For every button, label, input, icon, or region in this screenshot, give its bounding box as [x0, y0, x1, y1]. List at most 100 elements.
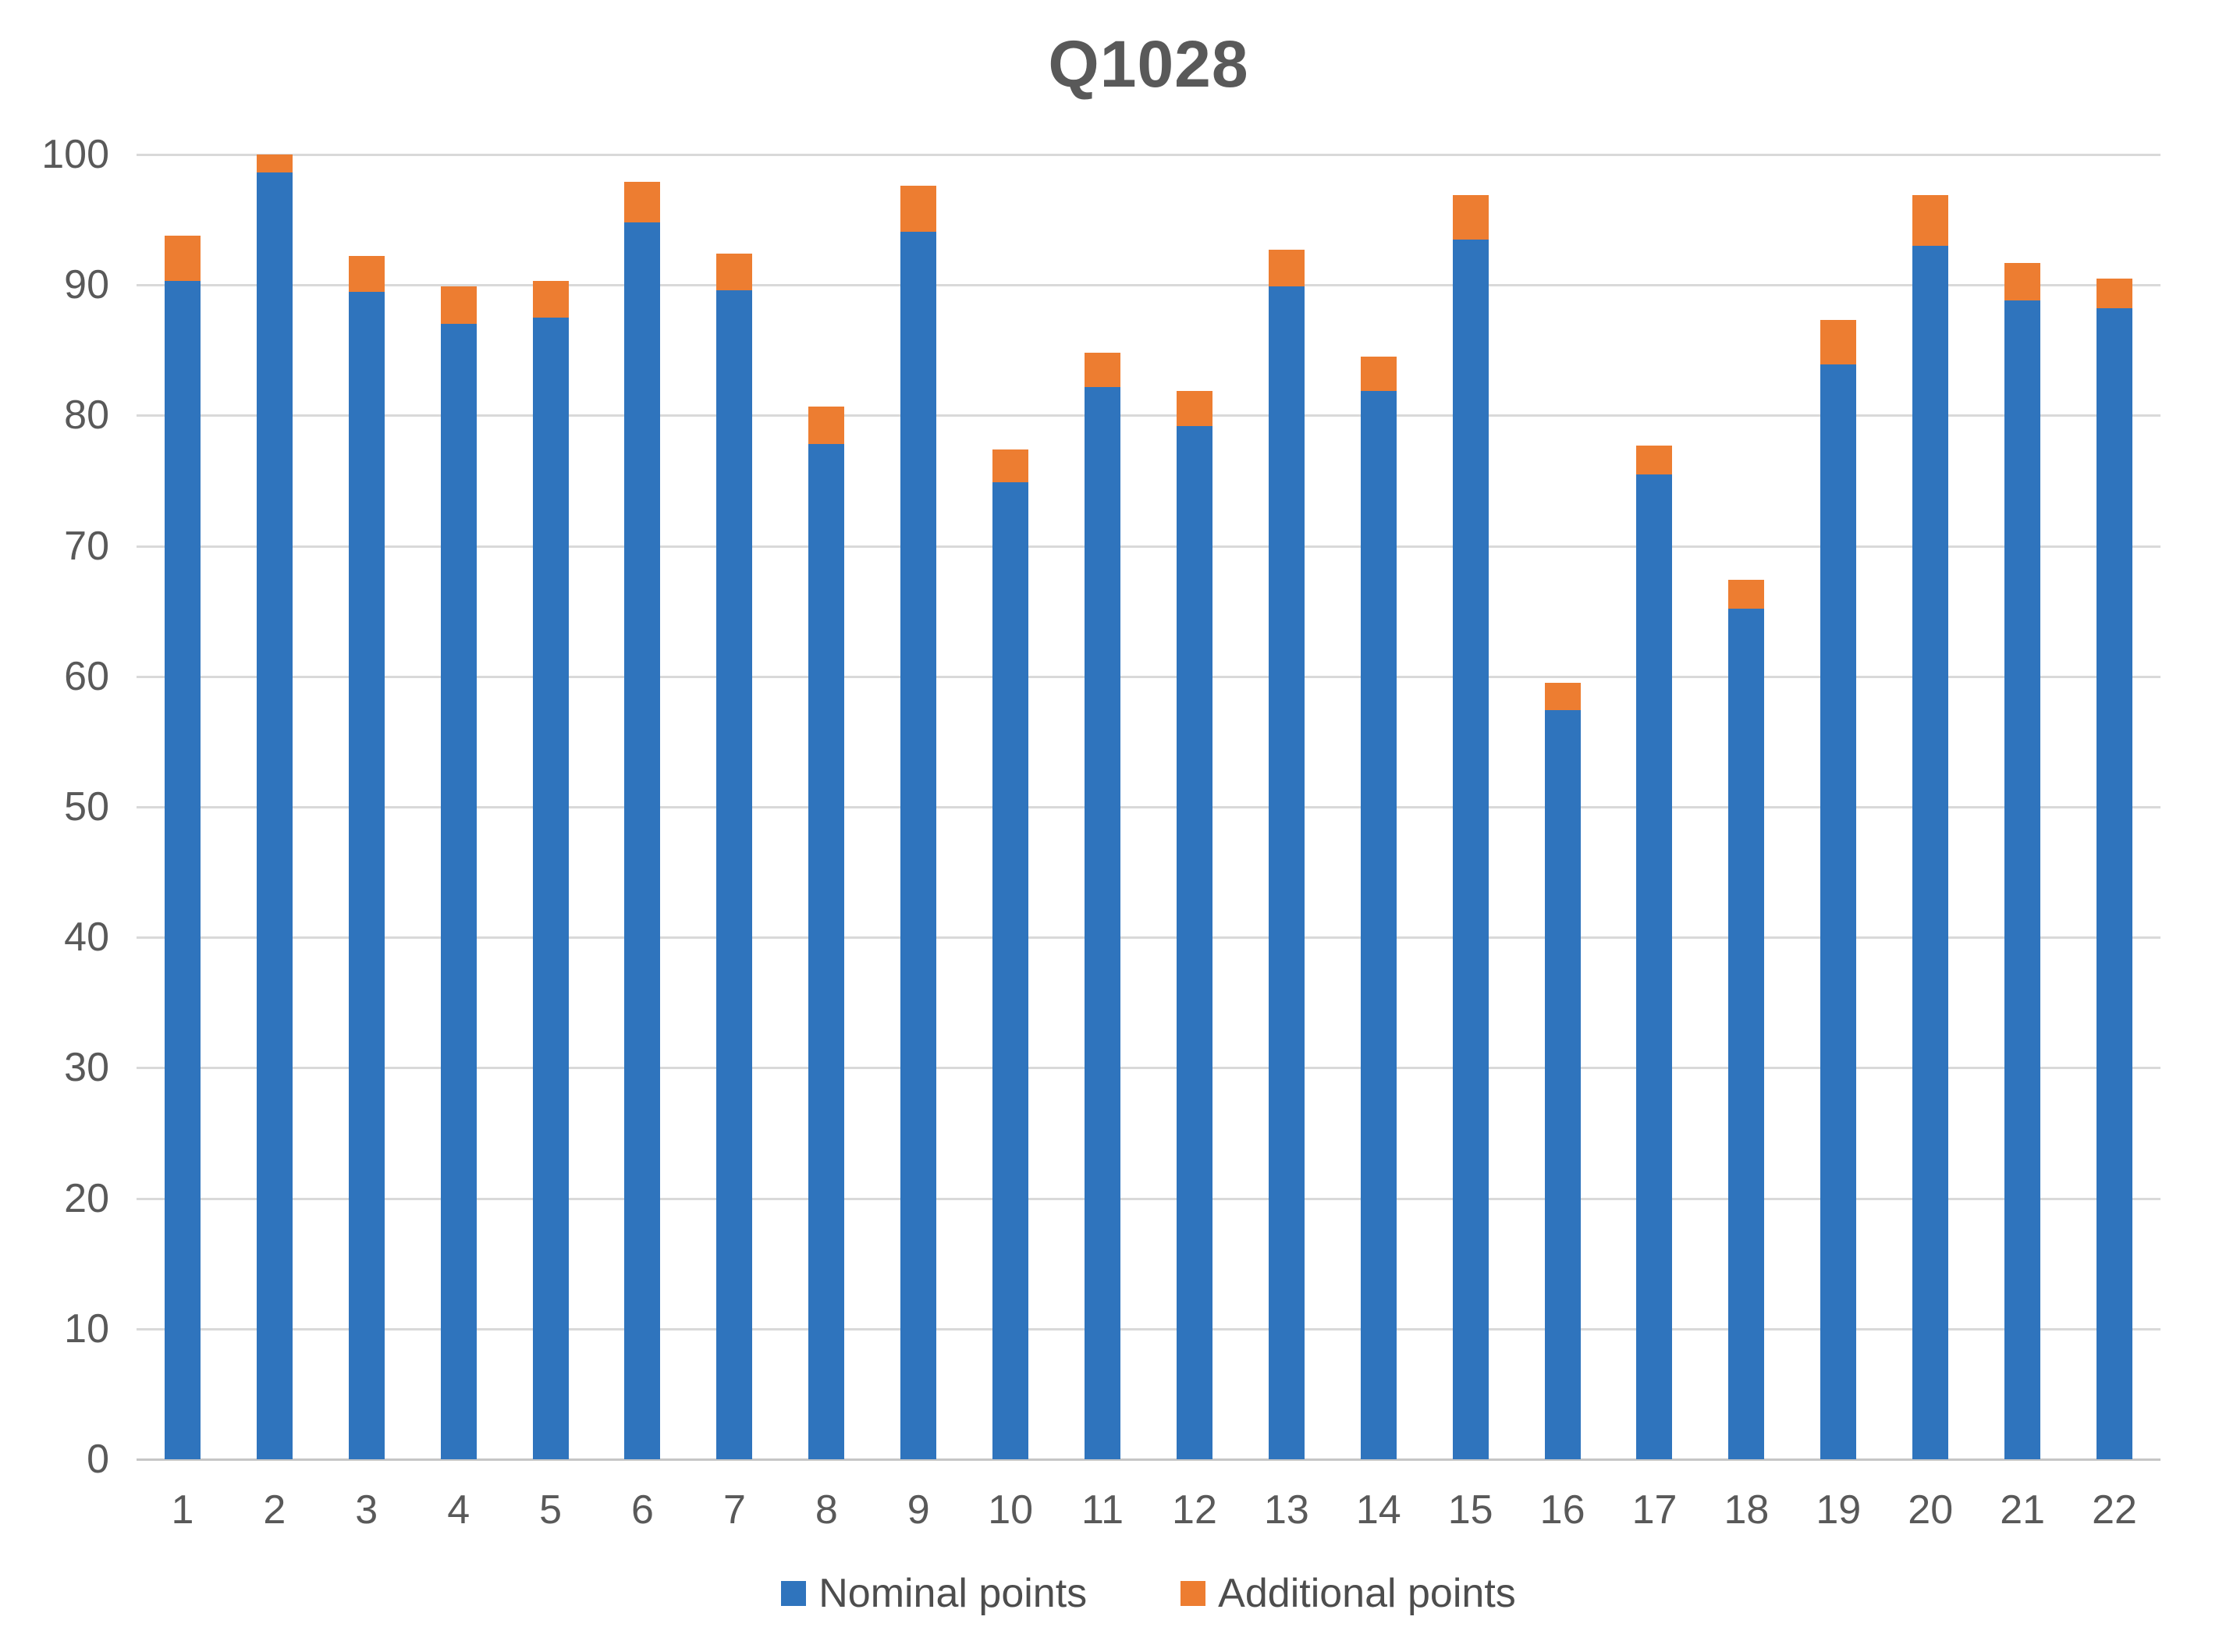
y-tick-label-30: 30 — [64, 1045, 109, 1091]
bar-segment-additional-11 — [1085, 353, 1121, 387]
nominal-points-swatch-icon — [781, 1581, 807, 1606]
y-tick-label-50: 50 — [64, 784, 109, 830]
bar-segment-nominal-6 — [624, 222, 661, 1459]
x-tick-label-1: 1 — [171, 1487, 194, 1533]
x-tick-label-21: 21 — [2000, 1487, 2046, 1533]
x-tick-label-11: 11 — [1081, 1487, 1124, 1533]
additional-points-swatch-icon — [1181, 1581, 1206, 1606]
y-tick-label-0: 0 — [87, 1437, 109, 1482]
bar-segment-additional-18 — [1728, 580, 1765, 609]
bar-group-20 — [1884, 155, 1976, 1459]
bar-group-15 — [1425, 155, 1517, 1459]
bar-segment-additional-3 — [348, 256, 385, 292]
x-tick-label-19: 19 — [1816, 1487, 1862, 1533]
x-tick-label-15: 15 — [1447, 1487, 1493, 1533]
bar-segment-additional-15 — [1452, 194, 1489, 240]
bar-group-11 — [1056, 155, 1149, 1459]
y-tick-label-80: 80 — [64, 393, 109, 439]
bar-segment-nominal-11 — [1085, 386, 1121, 1459]
bar-segment-nominal-22 — [2097, 308, 2133, 1459]
gridline-10 — [137, 1327, 2160, 1330]
x-tick-label-12: 12 — [1172, 1487, 1217, 1533]
bar-segment-nominal-3 — [348, 291, 385, 1459]
bar-segment-nominal-20 — [1912, 246, 1949, 1459]
gridline-90 — [137, 284, 2160, 287]
bar-segment-additional-16 — [1544, 683, 1581, 711]
x-tick-label-9: 9 — [907, 1487, 930, 1533]
gridline-70 — [137, 545, 2160, 548]
bar-group-4 — [413, 155, 505, 1459]
legend: Nominal points Additional points — [137, 1570, 2160, 1617]
y-tick-label-10: 10 — [64, 1306, 109, 1352]
bar-segment-additional-7 — [716, 254, 753, 290]
chart-title: Q1028 — [1048, 27, 1249, 101]
bar-group-16 — [1517, 155, 1609, 1459]
x-tick-label-20: 20 — [1908, 1487, 1954, 1533]
x-tick-label-18: 18 — [1724, 1487, 1770, 1533]
bar-segment-nominal-2 — [256, 172, 293, 1459]
y-tick-label-60: 60 — [64, 653, 109, 699]
legend-label-additional: Additional points — [1218, 1571, 1516, 1616]
bar-segment-additional-6 — [624, 182, 661, 222]
bar-group-21 — [1976, 155, 2068, 1459]
bar-group-7 — [688, 155, 780, 1459]
bar-segment-additional-17 — [1636, 445, 1673, 474]
x-tick-label-13: 13 — [1263, 1487, 1309, 1533]
bar-segment-nominal-13 — [1268, 286, 1305, 1459]
legend-label-nominal: Nominal points — [818, 1571, 1088, 1616]
gridline-80 — [137, 414, 2160, 417]
bar-group-1 — [137, 155, 229, 1459]
bar-segment-nominal-8 — [808, 444, 845, 1459]
bar-segment-nominal-21 — [2004, 300, 2041, 1459]
bar-segment-additional-1 — [164, 235, 201, 282]
bar-segment-nominal-18 — [1728, 608, 1765, 1459]
y-tick-label-20: 20 — [64, 1175, 109, 1221]
x-tick-label-6: 6 — [631, 1487, 654, 1533]
x-tick-label-2: 2 — [263, 1487, 286, 1533]
x-tick-label-5: 5 — [539, 1487, 563, 1533]
gridline-0 — [137, 1458, 2160, 1461]
gridline-40 — [137, 936, 2160, 940]
x-tick-label-17: 17 — [1631, 1487, 1678, 1533]
bar-group-5 — [505, 155, 597, 1459]
bar-segment-additional-10 — [992, 449, 1029, 482]
bar-segment-nominal-4 — [440, 324, 477, 1459]
x-tick-label-22: 22 — [2092, 1487, 2137, 1533]
bar-group-22 — [2068, 155, 2160, 1459]
bar-group-3 — [321, 155, 413, 1459]
x-tick-label-10: 10 — [988, 1487, 1034, 1533]
bar-segment-additional-20 — [1912, 194, 1949, 247]
bar-segment-nominal-9 — [900, 231, 937, 1459]
bar-segment-additional-9 — [900, 186, 937, 232]
bar-segment-nominal-14 — [1360, 390, 1397, 1459]
gridline-20 — [137, 1197, 2160, 1200]
bar-segment-nominal-19 — [1820, 364, 1857, 1459]
bar-group-6 — [597, 155, 689, 1459]
bar-segment-nominal-1 — [164, 281, 201, 1459]
x-tick-label-16: 16 — [1539, 1487, 1585, 1533]
y-tick-label-90: 90 — [64, 262, 109, 308]
bar-group-8 — [780, 155, 872, 1459]
bar-segment-additional-12 — [1176, 390, 1212, 426]
bar-segment-additional-19 — [1820, 320, 1857, 365]
bar-group-19 — [1792, 155, 1884, 1459]
legend-item-additional: Additional points — [1181, 1570, 1516, 1617]
x-tick-label-8: 8 — [815, 1487, 838, 1533]
bar-segment-additional-2 — [256, 155, 293, 173]
bar-segment-additional-21 — [2004, 262, 2041, 301]
y-tick-label-100: 100 — [41, 132, 109, 177]
gridline-60 — [137, 675, 2160, 678]
bar-segment-nominal-17 — [1636, 474, 1673, 1459]
gridline-50 — [137, 806, 2160, 808]
bar-segment-nominal-12 — [1176, 425, 1212, 1459]
bar-group-14 — [1333, 155, 1425, 1459]
bar-segment-additional-8 — [808, 406, 845, 445]
bar-segment-nominal-7 — [716, 290, 753, 1459]
bar-group-10 — [964, 155, 1056, 1459]
bar-segment-additional-14 — [1360, 357, 1397, 391]
bar-group-13 — [1241, 155, 1333, 1459]
bar-group-17 — [1609, 155, 1701, 1459]
x-tick-label-14: 14 — [1355, 1487, 1401, 1533]
y-tick-label-70: 70 — [64, 523, 109, 569]
